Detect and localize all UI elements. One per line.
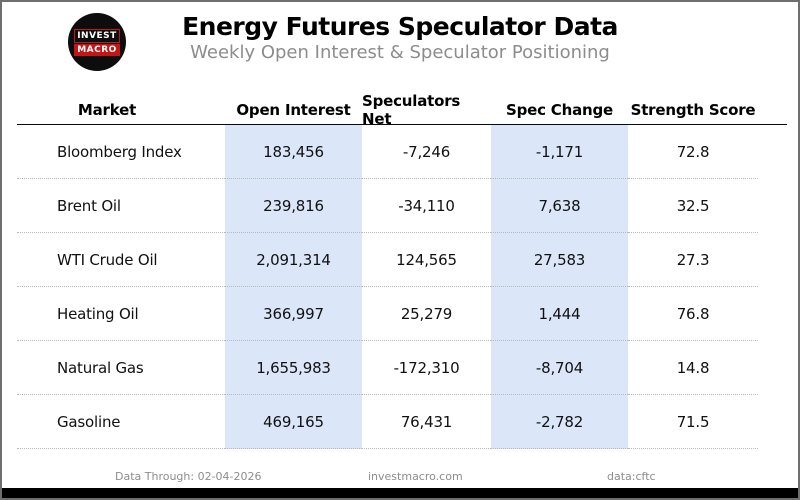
- footer-website: investmacro.com: [368, 470, 463, 483]
- market-cell: Brent Oil: [17, 179, 225, 233]
- spec-change-cell: -8,704: [491, 341, 628, 395]
- table-row: Gasoline 469,165 76,431 -2,782 71.5: [17, 395, 787, 449]
- footer-data-through: Data Through: 02-04-2026: [115, 470, 262, 483]
- spec-net-cell: -172,310: [362, 341, 491, 395]
- spec-change-cell: -2,782: [491, 395, 628, 449]
- column-header-open-interest: Open Interest: [236, 101, 351, 119]
- column-header-market: Market: [77, 101, 137, 119]
- strength-cell: 32.5: [628, 179, 758, 233]
- page-title: Energy Futures Speculator Data: [182, 12, 618, 41]
- spec-net-cell: -7,246: [362, 125, 491, 179]
- logo-text-macro: MACRO: [74, 43, 120, 56]
- logo-text-invest: INVEST: [74, 28, 120, 43]
- open-interest-cell: 469,165: [225, 395, 362, 449]
- footer-data-source: data:cftc: [607, 470, 656, 483]
- market-cell: WTI Crude Oil: [17, 233, 225, 287]
- spec-net-cell: -34,110: [362, 179, 491, 233]
- open-interest-cell: 2,091,314: [225, 233, 362, 287]
- table-header-row: Market Open Interest Speculators Net Spe…: [17, 92, 787, 128]
- strength-cell: 71.5: [628, 395, 758, 449]
- open-interest-cell: 366,997: [225, 287, 362, 341]
- data-table: Market Open Interest Speculators Net Spe…: [17, 92, 787, 449]
- footer: Data Through: 02-04-2026 investmacro.com…: [2, 470, 798, 490]
- open-interest-cell: 239,816: [225, 179, 362, 233]
- open-interest-cell: 183,456: [225, 125, 362, 179]
- spec-net-cell: 124,565: [362, 233, 491, 287]
- bottom-bar: [2, 488, 798, 498]
- spec-change-cell: 27,583: [491, 233, 628, 287]
- column-header-spec-change: Spec Change: [505, 101, 614, 119]
- market-cell: Gasoline: [17, 395, 225, 449]
- column-header-strength-score: Strength Score: [630, 101, 756, 119]
- table-row: Natural Gas 1,655,983 -172,310 -8,704 14…: [17, 341, 787, 395]
- column-header-speculators-net: Speculators Net: [362, 92, 461, 128]
- open-interest-cell: 1,655,983: [225, 341, 362, 395]
- spec-change-cell: 1,444: [491, 287, 628, 341]
- table-row: Bloomberg Index 183,456 -7,246 -1,171 72…: [17, 125, 787, 179]
- header-divider: [17, 124, 787, 125]
- strength-cell: 76.8: [628, 287, 758, 341]
- market-cell: Heating Oil: [17, 287, 225, 341]
- spec-change-cell: 7,638: [491, 179, 628, 233]
- strength-cell: 14.8: [628, 341, 758, 395]
- strength-cell: 72.8: [628, 125, 758, 179]
- table-row: Brent Oil 239,816 -34,110 7,638 32.5: [17, 179, 787, 233]
- table-row: WTI Crude Oil 2,091,314 124,565 27,583 2…: [17, 233, 787, 287]
- table-row: Heating Oil 366,997 25,279 1,444 76.8: [17, 287, 787, 341]
- spec-net-cell: 76,431: [362, 395, 491, 449]
- page-subtitle: Weekly Open Interest & Speculator Positi…: [190, 42, 610, 63]
- spec-net-cell: 25,279: [362, 287, 491, 341]
- market-cell: Bloomberg Index: [17, 125, 225, 179]
- market-cell: Natural Gas: [17, 341, 225, 395]
- strength-cell: 27.3: [628, 233, 758, 287]
- investmacro-logo-icon: INVEST MACRO: [68, 13, 126, 71]
- spec-change-cell: -1,171: [491, 125, 628, 179]
